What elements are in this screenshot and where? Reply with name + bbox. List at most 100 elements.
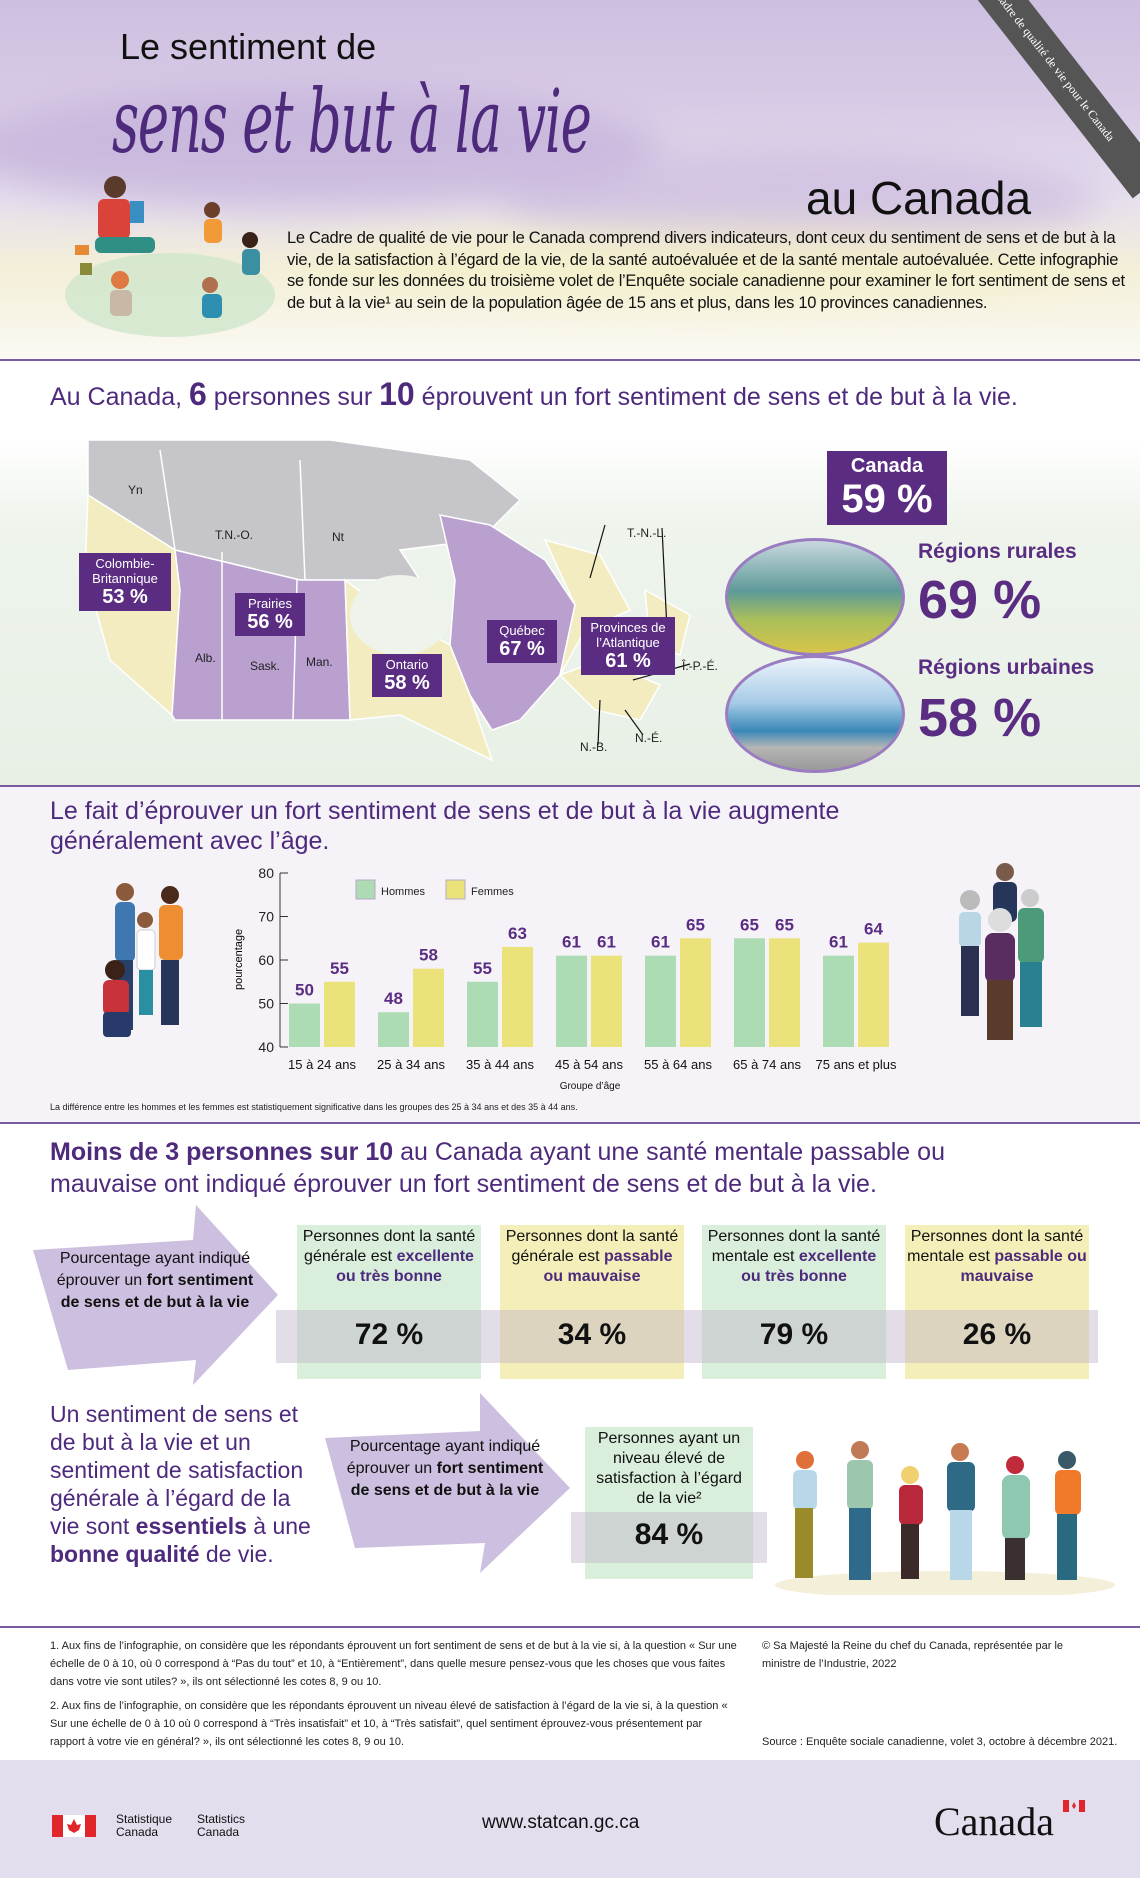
y-axis-label: pourcentage <box>233 929 245 990</box>
copyright: © Sa Majesté la Reine du chef du Canada,… <box>762 1640 1064 1670</box>
title-line-3: au Canada <box>806 172 1032 224</box>
older-people-illustration <box>959 863 1044 1040</box>
x-tick-label: 45 à 54 ans <box>555 1057 623 1072</box>
urban-value: 58 % <box>918 688 1042 748</box>
arrow-shape-1 <box>33 1205 278 1385</box>
health-card-value: 72 % <box>354 1318 424 1351</box>
region-box-bc: Colombie-Britannique 53 % <box>79 553 171 611</box>
x-tick-label: 35 à 44 ans <box>466 1057 534 1072</box>
label-nunavut: Nt <box>332 530 344 544</box>
bar-value-label: 64 <box>864 920 883 939</box>
rural-label: Régions rurales <box>918 540 1077 563</box>
rural-value: 69 % <box>918 570 1042 630</box>
label-nb: N.-B. <box>580 740 608 754</box>
young-people-illustration <box>103 883 183 1037</box>
group-people-illustration <box>775 1441 1115 1595</box>
divider <box>0 785 1140 787</box>
region-box-atlantic: Provinces de l’Atlantique 61 % <box>581 617 675 675</box>
region-box-ontario: Ontario 58 % <box>372 654 442 697</box>
label-pei: Î.-P.-É. <box>682 659 718 673</box>
bar-value-label: 61 <box>597 933 616 952</box>
arrow-2-text: Pourcentage ayant indiqué éprouver un fo… <box>346 1438 544 1499</box>
bar-value-label: 61 <box>651 933 670 952</box>
bar-value-label: 50 <box>295 981 314 1000</box>
bar-value-label: 63 <box>508 924 527 943</box>
label-alberta: Alb. <box>195 651 216 665</box>
y-tick-label: 80 <box>258 865 274 881</box>
label-saskatchewan: Sask. <box>250 659 281 673</box>
x-tick-label: 25 à 34 ans <box>377 1057 445 1072</box>
website-link[interactable]: www.statcan.gc.ca <box>482 1812 640 1833</box>
canada-label: Canada <box>850 455 924 477</box>
bar-value-label: 58 <box>419 946 438 965</box>
canada-total-box: Canada 59 % <box>827 451 947 525</box>
bar-hommes <box>645 955 676 1047</box>
divider <box>0 1122 1140 1124</box>
bar-femmes <box>680 938 711 1047</box>
x-tick-label: 75 ans et plus <box>816 1057 897 1072</box>
footer <box>0 1760 1140 1878</box>
bar-hommes <box>289 1003 320 1047</box>
region-box-prairies: Prairies 56 % <box>235 593 305 636</box>
source: Source : Enquête sociale canadienne, vol… <box>762 1736 1118 1748</box>
age-chart-section <box>0 787 1140 1122</box>
essential-statement: Un sentiment de sens et de but à la vie … <box>50 1401 311 1567</box>
title-script: sens et but à la vie <box>112 70 592 173</box>
label-ns: N.-É. <box>635 731 663 745</box>
bar-hommes <box>467 981 498 1047</box>
bar-femmes <box>858 942 889 1047</box>
label-nl: T.-N.-L. <box>627 526 667 540</box>
age-bar-chart: 40 50 60 70 80 pourcentage 50 55 15 à 24 ans 48 58… <box>233 865 897 1092</box>
chart-headline: Le fait d’éprouver un fort sentiment de … <box>50 797 840 855</box>
bar-value-label: 61 <box>562 933 581 952</box>
canada-flag-icon <box>52 1815 96 1837</box>
bar-value-label: 48 <box>384 989 403 1008</box>
bar-value-label: 61 <box>829 933 848 952</box>
legend-label: Hommes <box>381 886 426 898</box>
x-tick-label: 65 à 74 ans <box>733 1057 801 1072</box>
legend-label: Femmes <box>471 886 514 898</box>
y-tick-label: 60 <box>258 952 274 968</box>
arrow-shape-2 <box>325 1393 570 1573</box>
title-line-1: Le sentiment de <box>120 26 377 67</box>
satisfaction-value: 84 % <box>634 1518 704 1551</box>
satisfaction-card: Personnes ayant un niveau élevé de satis… <box>585 1427 753 1579</box>
bar-femmes <box>591 955 622 1047</box>
canada-wordmark: Canada <box>934 1799 1054 1844</box>
statcan-fr: Statistique Canada <box>116 1812 173 1839</box>
bar-hommes <box>556 955 587 1047</box>
y-tick-label: 40 <box>258 1039 274 1055</box>
arrow-1-text: Pourcentage ayant indiqué éprouver un fo… <box>56 1250 254 1311</box>
bar-value-label: 65 <box>775 915 794 934</box>
bar-value-label: 55 <box>473 959 492 978</box>
x-axis-label: Groupe d’âge <box>560 1081 621 1092</box>
bar-value-label: 55 <box>330 959 349 978</box>
satisfaction-band <box>571 1512 767 1563</box>
x-tick-label: 15 à 24 ans <box>288 1057 356 1072</box>
region-box-quebec: Québec 67 % <box>487 620 557 663</box>
y-tick-label: 70 <box>258 909 274 925</box>
divider <box>0 359 1140 361</box>
intro-paragraph: Le Cadre de qualité de vie pour le Canad… <box>287 229 1125 312</box>
chart-footnote: La différence entre les hommes et les fe… <box>50 1102 578 1112</box>
label-nwt: T.N.-O. <box>215 528 253 542</box>
legend-swatch <box>355 879 376 900</box>
bar-hommes <box>823 955 854 1047</box>
urban-illustration <box>725 655 905 773</box>
bar-femmes <box>324 981 355 1047</box>
divider <box>0 1626 1140 1628</box>
wordmark-flag-icon <box>1063 1800 1085 1812</box>
bar-femmes <box>769 938 800 1047</box>
footnote-2: 2. Aux fins de l’infographie, on considè… <box>50 1700 728 1748</box>
value-band <box>276 1310 1098 1363</box>
reading-children-illustration <box>65 176 275 337</box>
label-manitoba: Man. <box>306 655 333 669</box>
canada-map <box>84 439 691 762</box>
bar-hommes <box>378 1012 409 1047</box>
hudson-bay <box>350 575 450 655</box>
legend-swatch <box>445 879 466 900</box>
bar-value-label: 65 <box>686 915 705 934</box>
health-card-value: 26 % <box>962 1318 1032 1351</box>
bar-value-label: 65 <box>740 915 759 934</box>
canada-value: 59 % <box>841 477 933 521</box>
